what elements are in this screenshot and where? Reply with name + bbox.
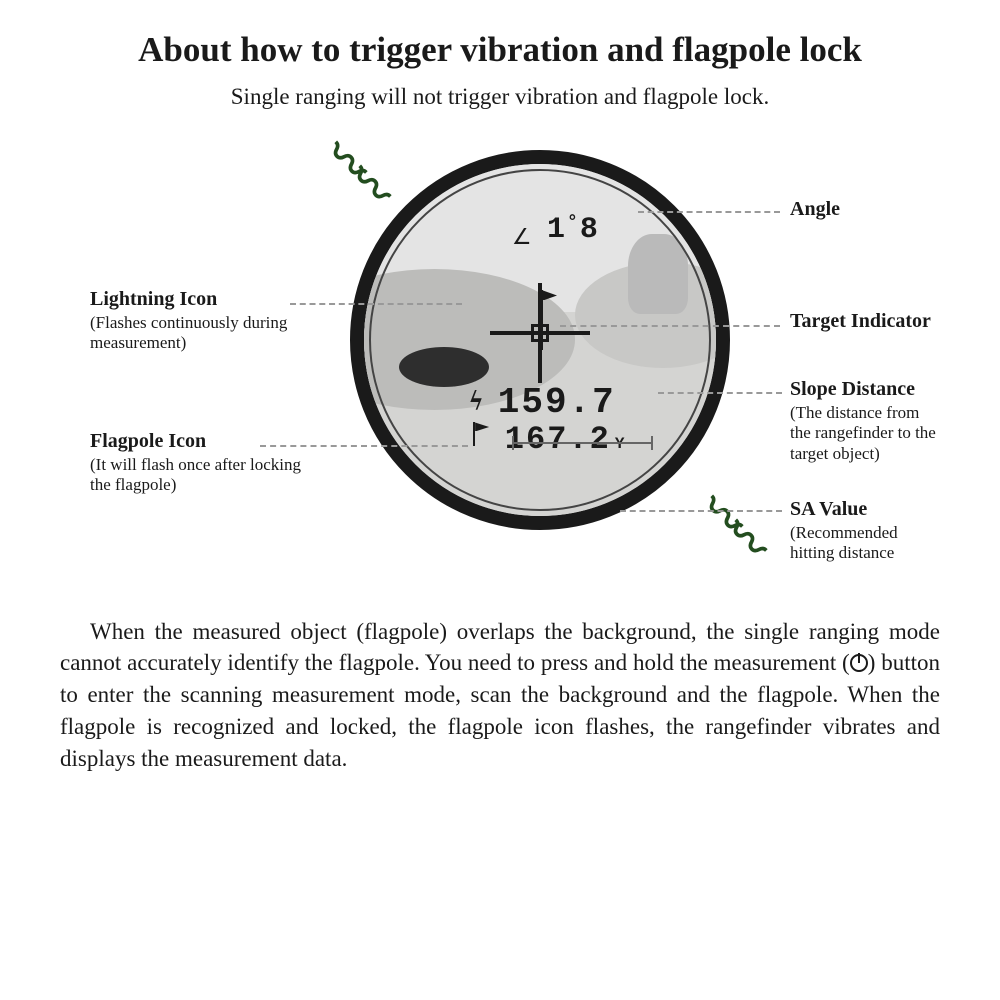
scope-view: ∠ 1°8 ϟ 159.7 167.2Y xyxy=(350,150,730,530)
subtitle: Single ranging will not trigger vibratio… xyxy=(60,84,940,110)
label-lightning-icon: Lightning Icon (Flashes continuously dur… xyxy=(90,288,310,354)
leader-line xyxy=(620,510,782,512)
angle-value: 1°8 xyxy=(547,213,600,247)
body-paragraph: When the measured object (flagpole) over… xyxy=(60,616,940,775)
label-flagpole-icon: Flagpole Icon (It will flash once after … xyxy=(90,430,310,496)
diagram: 〰〰 〰〰 ∠ 1°8 ϟ 159.7 xyxy=(60,130,940,610)
power-icon xyxy=(850,654,868,672)
leader-line xyxy=(658,392,782,394)
leader-line xyxy=(638,211,780,213)
sa-value: 167.2Y xyxy=(505,421,627,458)
leader-line xyxy=(560,325,780,327)
leader-line xyxy=(290,303,462,305)
page-title: About how to trigger vibration and flagp… xyxy=(60,28,940,72)
angle-arrow-icon: ∠ xyxy=(512,224,532,250)
flagpole-icon xyxy=(473,422,475,446)
crosshair-icon xyxy=(490,283,590,383)
label-angle: Angle xyxy=(790,198,840,221)
label-sa-value: SA Value (Recommended hitting distance xyxy=(790,498,940,564)
label-target-indicator: Target Indicator xyxy=(790,310,931,333)
lightning-icon: ϟ xyxy=(470,386,483,418)
slope-distance-value: 159.7 xyxy=(498,382,616,423)
label-slope-distance: Slope Distance (The distance from the ra… xyxy=(790,378,940,464)
